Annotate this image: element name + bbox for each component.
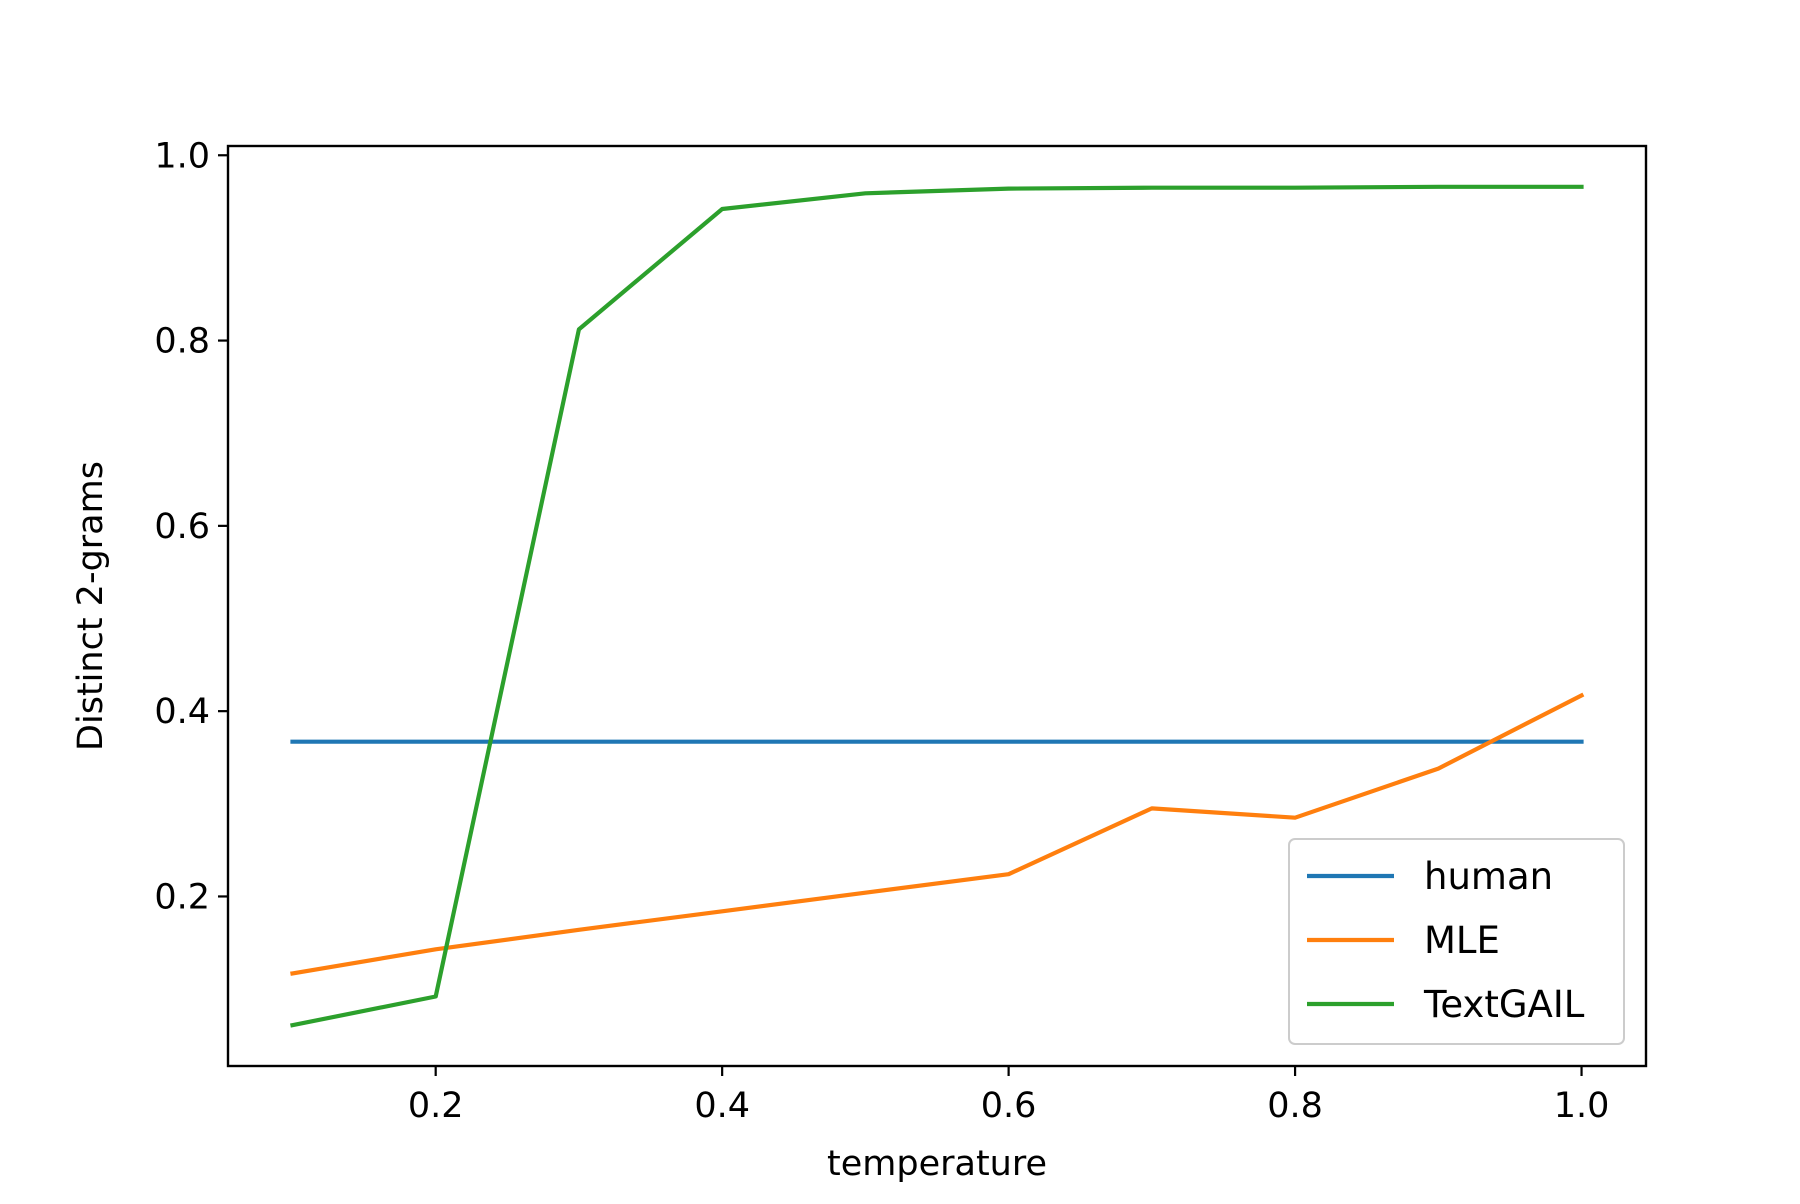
plot-frame xyxy=(226,144,1648,1068)
series-line-mle xyxy=(290,692,1585,976)
series-line-textgail xyxy=(290,184,1584,1028)
y-axis-label: Distinct 2-grams xyxy=(71,461,111,751)
y-tick-label: 0.6 xyxy=(154,507,210,547)
x-tick-label: 0.2 xyxy=(408,1086,464,1126)
legend-label-human: human xyxy=(1424,855,1553,898)
y-axis: 0.2 0.4 0.6 0.8 1.0 xyxy=(154,136,228,917)
x-tick-label: 0.6 xyxy=(981,1086,1037,1126)
y-tick-label: 0.4 xyxy=(154,692,210,732)
legend-label-mle: MLE xyxy=(1424,919,1500,962)
y-tick-label: 0.2 xyxy=(154,877,210,917)
legend: human MLE TextGAIL xyxy=(1288,838,1625,1045)
x-tick-label: 0.8 xyxy=(1267,1086,1323,1126)
y-tick-label: 1.0 xyxy=(154,136,210,176)
x-tick-label: 0.4 xyxy=(694,1086,750,1126)
x-axis: 0.2 0.4 0.6 0.8 1.0 xyxy=(408,1066,1610,1126)
legend-box xyxy=(1288,838,1625,1045)
x-axis-label: temperature xyxy=(827,1144,1047,1184)
legend-label-textgail: TextGAIL xyxy=(1423,983,1585,1026)
series-layer xyxy=(290,184,1585,1028)
x-tick-label: 1.0 xyxy=(1554,1086,1610,1126)
y-tick-label: 0.8 xyxy=(154,322,210,362)
